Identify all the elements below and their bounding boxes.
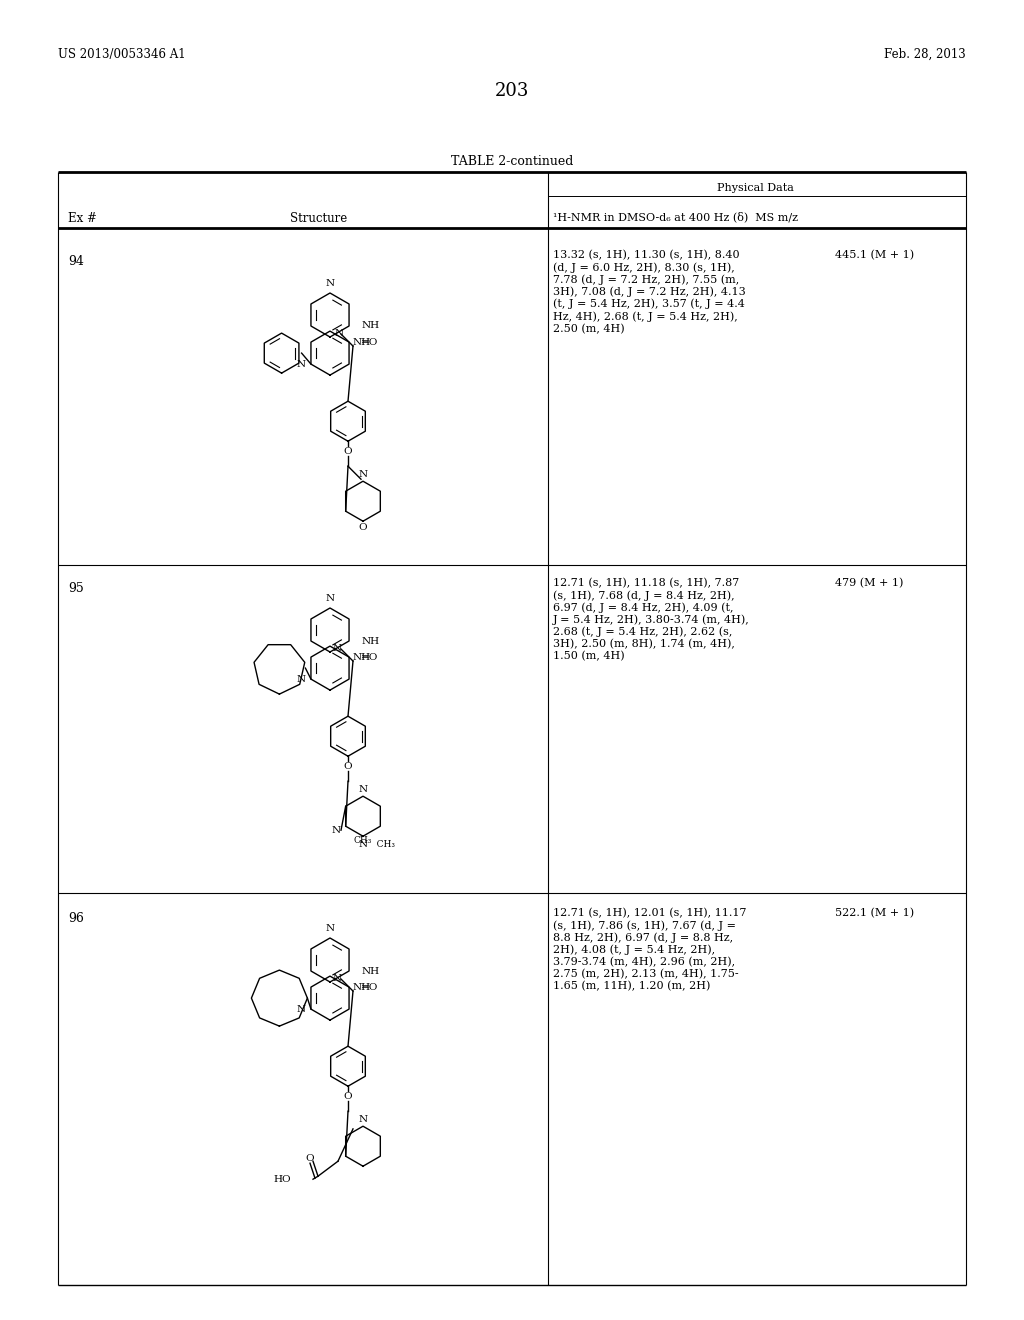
Text: N: N <box>326 594 335 603</box>
Text: N: N <box>326 279 335 288</box>
Text: NH: NH <box>353 338 371 347</box>
Text: 522.1 (M + 1): 522.1 (M + 1) <box>835 908 914 919</box>
Text: US 2013/0053346 A1: US 2013/0053346 A1 <box>58 48 185 61</box>
Text: NH: NH <box>353 652 371 661</box>
Text: O: O <box>344 446 352 455</box>
Text: NH: NH <box>361 322 379 330</box>
Text: 95: 95 <box>68 582 84 595</box>
Text: N: N <box>297 359 306 368</box>
Text: 96: 96 <box>68 912 84 925</box>
Text: N: N <box>333 974 342 983</box>
Text: 445.1 (M + 1): 445.1 (M + 1) <box>835 249 914 260</box>
Text: O: O <box>358 523 368 532</box>
Text: 12.71 (s, 1H), 11.18 (s, 1H), 7.87
(s, 1H), 7.68 (d, J = 8.4 Hz, 2H),
6.97 (d, J: 12.71 (s, 1H), 11.18 (s, 1H), 7.87 (s, 1… <box>553 578 750 661</box>
Text: N: N <box>333 644 342 653</box>
Text: =O: =O <box>361 652 379 661</box>
Text: Ex #: Ex # <box>68 213 97 224</box>
Text: 203: 203 <box>495 82 529 100</box>
Text: 12.71 (s, 1H), 12.01 (s, 1H), 11.17
(s, 1H), 7.86 (s, 1H), 7.67 (d, J =
8.8 Hz, : 12.71 (s, 1H), 12.01 (s, 1H), 11.17 (s, … <box>553 908 746 991</box>
Text: N: N <box>358 840 368 849</box>
Text: N: N <box>297 675 306 684</box>
Text: O: O <box>344 762 352 771</box>
Text: 13.32 (s, 1H), 11.30 (s, 1H), 8.40
(d, J = 6.0 Hz, 2H), 8.30 (s, 1H),
7.78 (d, J: 13.32 (s, 1H), 11.30 (s, 1H), 8.40 (d, J… <box>553 249 745 334</box>
Text: NH: NH <box>361 966 379 975</box>
Text: O: O <box>344 1092 352 1101</box>
Text: N: N <box>358 785 368 795</box>
Text: CH₃: CH₃ <box>368 840 395 849</box>
Text: N: N <box>358 1115 368 1125</box>
Text: N: N <box>326 924 335 933</box>
Text: Structure: Structure <box>290 213 347 224</box>
Text: N: N <box>358 470 368 479</box>
Text: TABLE 2-continued: TABLE 2-continued <box>451 154 573 168</box>
Text: =O: =O <box>361 982 379 991</box>
Text: NH: NH <box>353 982 371 991</box>
Text: Physical Data: Physical Data <box>717 183 794 193</box>
Text: 94: 94 <box>68 255 84 268</box>
Text: 479 (M + 1): 479 (M + 1) <box>835 578 903 589</box>
Text: HO: HO <box>273 1175 291 1184</box>
Text: N: N <box>335 329 344 338</box>
Text: ¹H-NMR in DMSO-d₆ at 400 Hz (δ)  MS m/z: ¹H-NMR in DMSO-d₆ at 400 Hz (δ) MS m/z <box>553 213 798 223</box>
Text: N: N <box>297 1005 306 1014</box>
Text: NH: NH <box>361 636 379 645</box>
Text: CH₃: CH₃ <box>353 836 372 845</box>
Text: N: N <box>332 826 341 834</box>
Text: Feb. 28, 2013: Feb. 28, 2013 <box>885 48 966 61</box>
Text: O: O <box>306 1154 314 1163</box>
Text: =O: =O <box>361 338 379 347</box>
